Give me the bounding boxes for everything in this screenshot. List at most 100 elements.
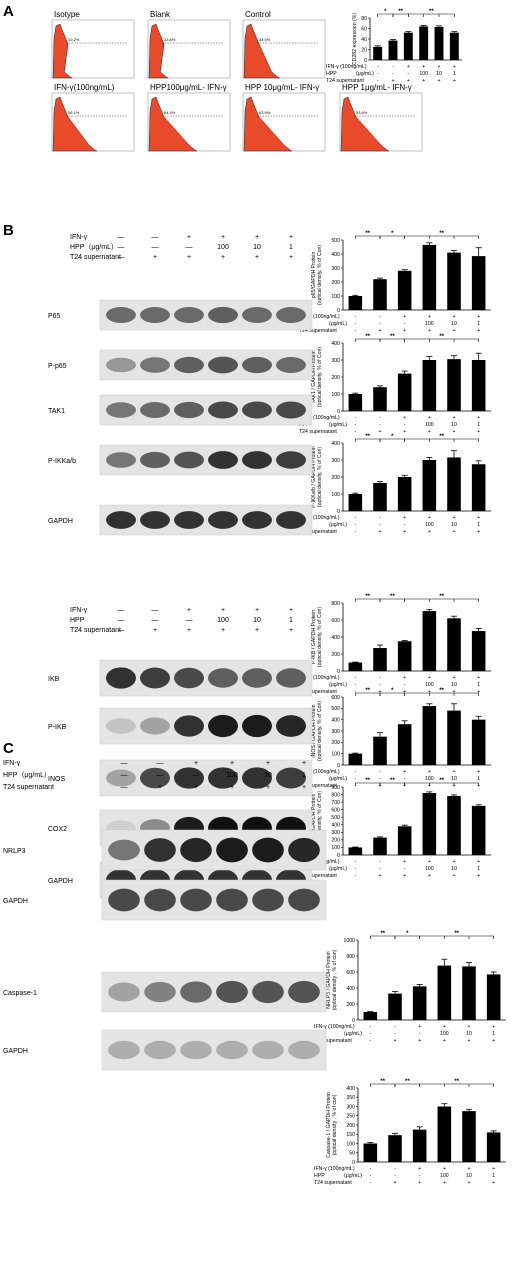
y-tick-label: 700 <box>331 800 340 806</box>
bar <box>373 482 387 511</box>
condition-value: + <box>443 1024 446 1030</box>
blot-band <box>180 888 212 912</box>
condition-value: - <box>377 78 379 84</box>
condition-value: - <box>419 1173 421 1179</box>
significance-label: * <box>391 434 394 440</box>
bar <box>449 32 459 60</box>
blot-row-label: P-IKKa/b <box>48 458 76 465</box>
blot-band <box>140 402 170 418</box>
blot-band <box>288 980 320 1004</box>
y-tick-label: 200 <box>331 838 340 844</box>
blot-condition-value: + <box>187 254 191 261</box>
condition-value: + <box>443 1166 446 1172</box>
blot-band <box>140 451 170 469</box>
condition-label: IFN-γ (100ng/mL) <box>299 675 340 681</box>
significance-label: ** <box>439 778 444 784</box>
bar <box>422 460 437 511</box>
bar <box>397 724 412 765</box>
y-tick-label: 400 <box>346 1086 355 1092</box>
blot-row-label: P-p65 <box>48 363 67 370</box>
histogram-peak <box>148 23 169 79</box>
bar <box>447 252 461 310</box>
flow-histogram: HPP100μg/mL- IFN-γ 64.4% <box>147 83 231 152</box>
bar <box>348 753 363 765</box>
condition-label: T24 supernatant <box>299 689 337 695</box>
gate-percentage: 53.6% <box>356 110 368 115</box>
condition-value: - <box>419 1031 421 1037</box>
y-tick-label: 40 <box>361 37 367 43</box>
condition-value: - <box>354 328 356 334</box>
significance-label: * <box>406 931 409 937</box>
condition-value: + <box>422 64 425 70</box>
y-axis-label: Caspase-1 / GAPDH Protein <box>326 1092 332 1158</box>
y-tick-label: 0 <box>352 1160 355 1166</box>
blot-row-label: P65 <box>48 313 61 320</box>
condition-label: T24 supernatant <box>299 429 337 435</box>
condition-value: - <box>379 515 381 521</box>
condition-value: - <box>377 71 379 77</box>
condition-value: + <box>477 314 480 320</box>
condition-value: + <box>428 314 431 320</box>
blot-condition-label: HPP <box>70 617 85 624</box>
blot-condition-value: + <box>289 607 293 614</box>
bar <box>373 837 387 855</box>
significance-label: ** <box>454 931 459 937</box>
blot-condition-value: — <box>152 244 159 251</box>
y-tick-label: 60 <box>361 26 367 32</box>
significance-label: ** <box>390 334 395 340</box>
condition-value: - <box>369 1173 371 1179</box>
condition-value: + <box>477 873 480 879</box>
blot-condition-value: + <box>230 784 234 791</box>
condition-value: - <box>379 776 381 782</box>
blot-condition-value: + <box>221 234 225 241</box>
blot-condition-value: + <box>194 760 198 767</box>
condition-value: + <box>477 515 480 521</box>
y-axis-label-units: (optical density, % of Con) <box>317 245 323 305</box>
blot-band <box>174 401 204 419</box>
histogram-title: Control <box>245 10 271 19</box>
significance-bracket <box>408 13 455 17</box>
condition-value: - <box>354 529 356 535</box>
condition-value: - <box>392 64 394 70</box>
condition-value: - <box>394 1166 396 1172</box>
significance-label: ** <box>380 1079 385 1085</box>
blot-condition-label: IFN-γ <box>70 234 88 241</box>
blot-band <box>174 667 204 689</box>
condition-value: + <box>452 529 455 535</box>
condition-value: + <box>378 529 381 535</box>
condition-label: HPP <box>326 71 337 77</box>
blot-band <box>144 888 176 912</box>
blot-condition-value: — <box>157 772 164 779</box>
bar <box>422 360 437 411</box>
blot-band <box>276 307 306 323</box>
blot-condition-value: + <box>255 254 259 261</box>
condition-value: + <box>418 1180 421 1186</box>
bar <box>373 387 387 411</box>
y-axis-label: COX2 / GAPDH Protein <box>311 794 317 849</box>
blot-band <box>174 451 204 469</box>
blot-band <box>174 715 204 737</box>
western-blot: IFN-γ — — + + + + HPP（μg/mL） — — — 100 10 1 T24 supern… <box>3 760 327 1071</box>
histogram-peak <box>243 96 293 152</box>
condition-value: 100 <box>440 1031 449 1037</box>
blot-band <box>144 1040 176 1060</box>
y-axis-label: p65/GAPDH Protein <box>311 252 317 299</box>
significance-label: ** <box>429 9 434 15</box>
histogram-title: HPP 1μg/mL- IFN-γ <box>342 83 412 92</box>
blot-row-label: COX2 <box>48 826 67 833</box>
blot-condition-value: — <box>118 627 125 634</box>
bar <box>471 805 486 855</box>
histogram-peak <box>52 96 98 152</box>
gate-percentage: 64.4% <box>164 110 176 115</box>
condition-value: + <box>403 689 406 695</box>
histogram-title: Isotype <box>54 10 80 19</box>
condition-value: + <box>418 1024 421 1030</box>
condition-label: HPP <box>314 1173 325 1179</box>
y-axis-label: P-IKB / GAPDH Protein <box>311 610 317 664</box>
condition-value: + <box>428 859 431 865</box>
bar <box>422 611 437 671</box>
